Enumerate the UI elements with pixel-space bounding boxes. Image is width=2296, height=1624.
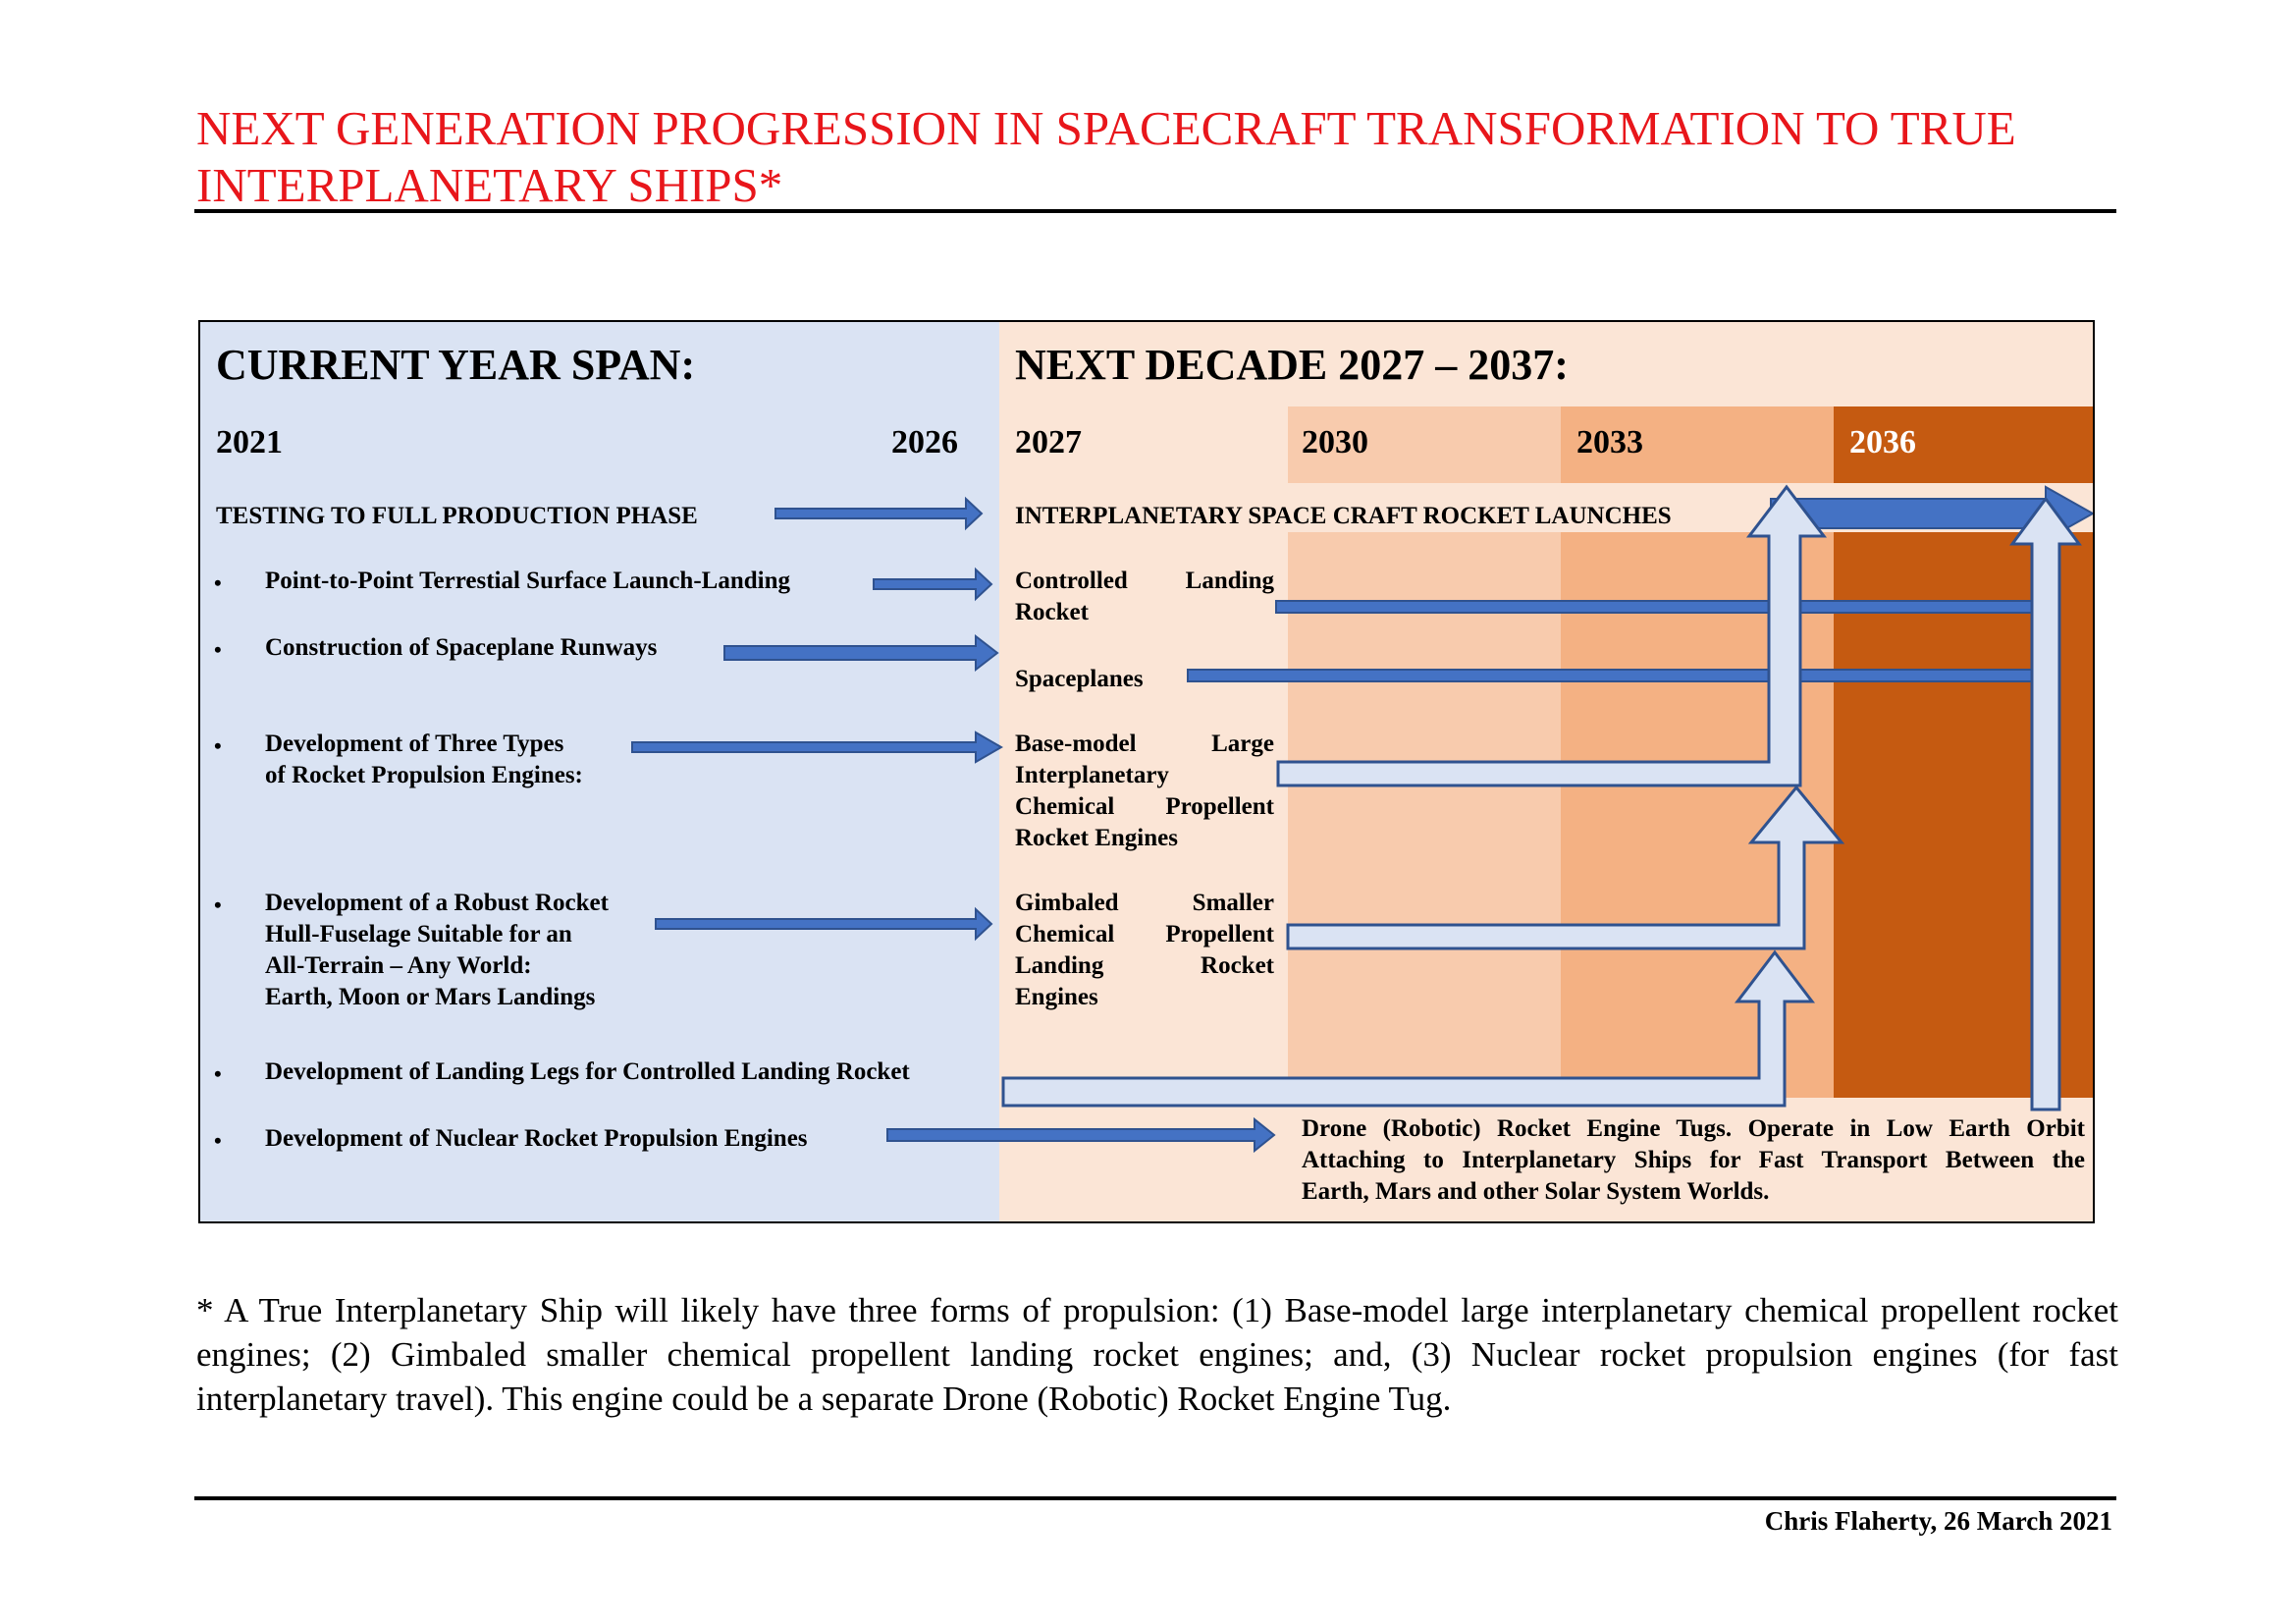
outcome-gimbaled-line-1: Gimbaled Smaller xyxy=(1015,890,1274,916)
bar-controlled-landing-to-2036 xyxy=(1275,600,2051,614)
item-robust-hull-line-2: Hull-Fuselage Suitable for an xyxy=(265,921,572,947)
next-phase-label: INTERPLANETARY SPACE CRAFT ROCKET LAUNCH… xyxy=(1015,503,1672,529)
footer-rule xyxy=(194,1496,2116,1500)
year-2027: 2027 xyxy=(1015,424,1082,460)
arrow-phase-current xyxy=(774,496,984,531)
arrow-point-to-point xyxy=(873,567,993,602)
outcome-controlled-landing-line-1: Controlled Landing xyxy=(1015,568,1274,594)
timeline-diagram: CURRENT YEAR SPAN: NEXT DECADE 2027 – 20… xyxy=(198,320,2095,1223)
item-landing-legs: Development of Landing Legs for Controll… xyxy=(265,1058,910,1085)
bar-spaceplanes-to-2036 xyxy=(1187,669,2051,682)
item-three-engine-types: Development of Three Types of Rocket Pro… xyxy=(265,729,583,791)
outcome-base-model-line-1: Base-model Large xyxy=(1015,731,1274,757)
current-phase-label: TESTING TO FULL PRODUCTION PHASE xyxy=(216,503,698,529)
bullet-2: • xyxy=(214,637,222,662)
outcome-drone-line-3: Earth, Mars and other Solar System World… xyxy=(1302,1178,1770,1205)
item-three-engine-types-line-2: of Rocket Propulsion Engines: xyxy=(265,762,583,788)
year-2030: 2030 xyxy=(1302,424,1368,460)
item-spaceplane-runways: Construction of Spaceplane Runways xyxy=(265,634,658,661)
outcome-gimbaled-engines: Gimbaled Smaller Chemical Propellent Lan… xyxy=(1015,888,1274,1013)
item-three-engine-types-line-1: Development of Three Types xyxy=(265,731,564,757)
year-2036: 2036 xyxy=(1849,424,1916,460)
outcome-drone-line-1: Drone (Robotic) Rocket Engine Tugs. Oper… xyxy=(1302,1115,2085,1142)
outcome-base-model-line-3: Chemical Propellent xyxy=(1015,793,1274,820)
arrow-nuclear-propulsion xyxy=(886,1116,1276,1154)
outcome-gimbaled-line-3: Landing Rocket xyxy=(1015,952,1274,979)
bullet-5: • xyxy=(214,1061,222,1086)
drone-row-next xyxy=(1288,1098,2093,1221)
outcome-base-model-line-4: Rocket Engines xyxy=(1015,825,1178,851)
page-title: NEXT GENERATION PROGRESSION IN SPACECRAF… xyxy=(196,101,2016,212)
year-2026: 2026 xyxy=(891,424,958,460)
outcome-base-model-line-2: Interplanetary xyxy=(1015,762,1169,788)
outcome-drone-tugs: Drone (Robotic) Rocket Engine Tugs. Oper… xyxy=(1302,1113,2085,1208)
arrow-drone-tugs-up xyxy=(2009,496,2082,1111)
item-robust-hull: Development of a Robust Rocket Hull-Fuse… xyxy=(265,888,609,1013)
item-robust-hull-line-1: Development of a Robust Rocket xyxy=(265,890,609,916)
outcome-spaceplanes: Spaceplanes xyxy=(1015,666,1144,692)
outcome-base-model-engines: Base-model Large Interplanetary Chemical… xyxy=(1015,729,1274,854)
bullet-1: • xyxy=(214,570,222,595)
bullet-3: • xyxy=(214,733,222,758)
outcome-gimbaled-line-2: Chemical Propellent xyxy=(1015,921,1274,947)
author-credit: Chris Flaherty, 26 March 2021 xyxy=(1764,1506,2112,1536)
next-decade-header: NEXT DECADE 2027 – 2037: xyxy=(1015,341,1569,389)
connector-gimbaled xyxy=(1286,785,1845,950)
footnote: * A True Interplanetary Ship will likely… xyxy=(196,1291,2118,1418)
year-2033: 2033 xyxy=(1576,424,1643,460)
connector-landing-legs xyxy=(1001,949,1816,1108)
arrow-three-engine-types xyxy=(631,731,1004,764)
arrow-robust-hull xyxy=(655,906,993,942)
bullet-6: • xyxy=(214,1128,222,1153)
item-nuclear-propulsion: Development of Nuclear Rocket Propulsion… xyxy=(265,1125,808,1152)
arrow-spaceplane-runways xyxy=(723,633,999,673)
connector-base-model xyxy=(1276,484,1828,787)
year-2021: 2021 xyxy=(216,424,283,460)
outcome-gimbaled-line-4: Engines xyxy=(1015,984,1098,1010)
item-point-to-point: Point-to-Point Terrestial Surface Launch… xyxy=(265,568,790,594)
item-robust-hull-line-3: All-Terrain – Any World: xyxy=(265,952,532,979)
current-span-background xyxy=(200,322,999,1221)
bullet-4: • xyxy=(214,893,222,917)
item-robust-hull-line-4: Earth, Moon or Mars Landings xyxy=(265,984,596,1010)
title-rule xyxy=(194,209,2116,213)
outcome-controlled-landing-line-2: Rocket xyxy=(1015,599,1089,625)
current-span-header: CURRENT YEAR SPAN: xyxy=(216,341,696,389)
outcome-controlled-landing-rocket: Controlled Landing Rocket xyxy=(1015,566,1274,628)
arrows-layer xyxy=(631,484,2093,1154)
outcome-drone-line-2: Attaching to Interplanetary Ships for Fa… xyxy=(1302,1147,2085,1173)
